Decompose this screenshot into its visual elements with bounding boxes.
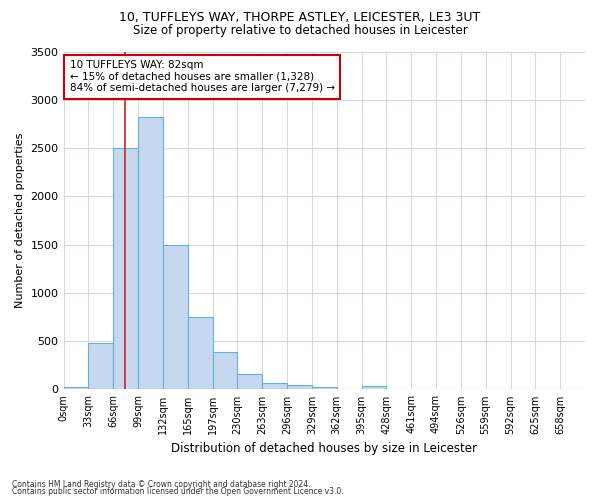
Y-axis label: Number of detached properties: Number of detached properties bbox=[15, 133, 25, 308]
Bar bbox=[163, 244, 188, 390]
Bar bbox=[188, 317, 212, 390]
Bar bbox=[362, 386, 386, 390]
Text: Contains public sector information licensed under the Open Government Licence v3: Contains public sector information licen… bbox=[12, 487, 344, 496]
Bar bbox=[113, 148, 138, 390]
Text: Size of property relative to detached houses in Leicester: Size of property relative to detached ho… bbox=[133, 24, 467, 37]
Bar bbox=[138, 117, 163, 390]
Text: Contains HM Land Registry data © Crown copyright and database right 2024.: Contains HM Land Registry data © Crown c… bbox=[12, 480, 311, 489]
Bar bbox=[212, 352, 238, 390]
Bar bbox=[262, 382, 287, 390]
Bar bbox=[312, 386, 337, 390]
Text: 10, TUFFLEYS WAY, THORPE ASTLEY, LEICESTER, LE3 3UT: 10, TUFFLEYS WAY, THORPE ASTLEY, LEICEST… bbox=[119, 11, 481, 24]
X-axis label: Distribution of detached houses by size in Leicester: Distribution of detached houses by size … bbox=[171, 442, 477, 455]
Text: 10 TUFFLEYS WAY: 82sqm
← 15% of detached houses are smaller (1,328)
84% of semi-: 10 TUFFLEYS WAY: 82sqm ← 15% of detached… bbox=[70, 60, 335, 94]
Bar bbox=[88, 343, 113, 390]
Bar bbox=[238, 374, 262, 390]
Bar bbox=[287, 384, 312, 390]
Bar bbox=[64, 388, 88, 390]
